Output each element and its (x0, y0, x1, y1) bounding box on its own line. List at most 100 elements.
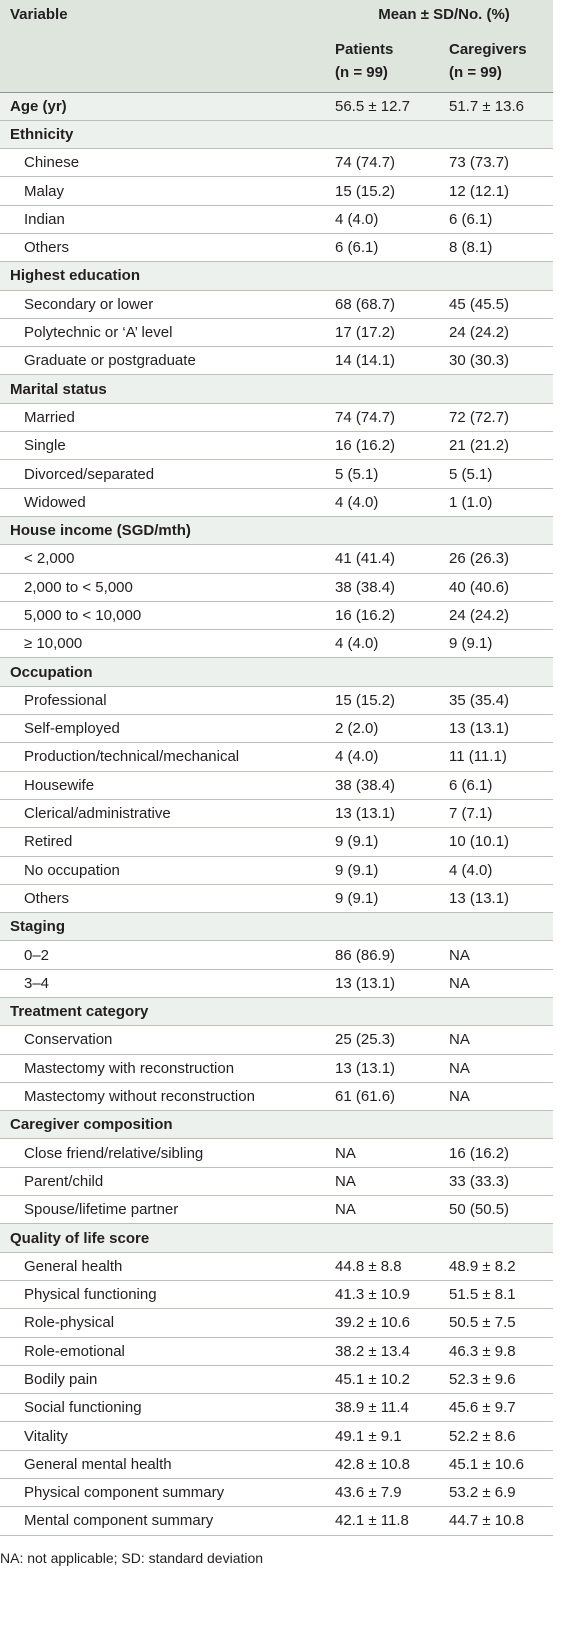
row-label: 0–2 (0, 940, 325, 970)
cell: 11 (11.1) (439, 742, 554, 772)
cell: 42.8 ± 10.8 (325, 1450, 439, 1480)
row-label: Chinese (0, 148, 325, 178)
header-cell: Variable (0, 0, 325, 34)
row-label: Retired (0, 827, 325, 857)
table-row: Others 6 (6.1) 8 (8.1) (0, 233, 554, 263)
cell: 49.1 ± 9.1 (325, 1421, 439, 1451)
table-row: Polytechnic or ‘A’ level 17 (17.2) 24 (24.… (0, 318, 554, 348)
cell: 26 (26.3) (439, 544, 554, 574)
cell (439, 374, 554, 404)
header-cell: Patients (n = 99) (325, 34, 439, 93)
cell: 40 (40.6) (439, 573, 554, 602)
cell: 13 (13.1) (325, 1054, 439, 1083)
row-label: No occupation (0, 856, 325, 885)
cell: 74 (74.7) (325, 403, 439, 433)
cell: 43.6 ± 7.9 (325, 1478, 439, 1508)
section-row: Occupation (0, 657, 554, 687)
table-row: Housewife 38 (38.4) 6 (6.1) (0, 771, 554, 800)
cell: 13 (13.1) (325, 799, 439, 829)
cell: 38.9 ± 11.4 (325, 1393, 439, 1423)
section-row: Caregiver composition (0, 1110, 554, 1140)
cell (325, 120, 439, 150)
row-label: ≥ 10,000 (0, 629, 325, 659)
cell (325, 912, 439, 942)
cell: 41 (41.4) (325, 544, 439, 574)
cell: 6 (6.1) (439, 205, 554, 234)
cell: 51.7 ± 13.6 (439, 92, 554, 121)
cell (439, 516, 554, 546)
row-label: Secondary or lower (0, 290, 325, 319)
section-heading: Ethnicity (0, 120, 325, 150)
row-label: Married (0, 403, 325, 433)
cell: 39.2 ± 10.6 (325, 1308, 439, 1338)
cell: 8 (8.1) (439, 233, 554, 263)
cell: 45.1 ± 10.6 (439, 1450, 554, 1480)
section-heading: Highest education (0, 261, 325, 291)
cell: 44.7 ± 10.8 (439, 1506, 554, 1536)
cell: 2 (2.0) (325, 714, 439, 744)
table-row: No occupation 9 (9.1) 4 (4.0) (0, 856, 554, 885)
cell: 15 (15.2) (325, 176, 439, 206)
row-label: Divorced/separated (0, 459, 325, 489)
section-heading: Age (yr) (0, 92, 325, 121)
header-text: (n = 99) (449, 64, 502, 81)
row-label: Others (0, 884, 325, 914)
header-row: Patients (n = 99) Caregivers (n = 99) (0, 34, 554, 93)
row-label: Role-emotional (0, 1337, 325, 1366)
cell (325, 657, 439, 687)
table-row: Married 74 (74.7) 72 (72.7) (0, 403, 554, 433)
cell: 16 (16.2) (439, 1138, 554, 1168)
section-row: House income (SGD/mth) (0, 516, 554, 546)
row-label: Self-employed (0, 714, 325, 744)
table-row: Bodily pain 45.1 ± 10.2 52.3 ± 9.6 (0, 1365, 554, 1395)
table-row: 0–2 86 (86.9) NA (0, 940, 554, 970)
table-row: Malay 15 (15.2) 12 (12.1) (0, 176, 554, 206)
cell (325, 997, 439, 1027)
header-row: Variable Mean ± SD/No. (%) (0, 0, 554, 34)
table-row: Divorced/separated 5 (5.1) 5 (5.1) (0, 459, 554, 489)
table-row: Chinese 74 (74.7) 73 (73.7) (0, 148, 554, 178)
table-row: Role-emotional 38.2 ± 13.4 46.3 ± 9.8 (0, 1337, 554, 1366)
cell: 52.2 ± 8.6 (439, 1421, 554, 1451)
cell (439, 261, 554, 291)
cell: 9 (9.1) (439, 629, 554, 659)
header-cell (0, 34, 325, 93)
cell: 72 (72.7) (439, 403, 554, 433)
row-label: Role-physical (0, 1308, 325, 1338)
table-row: Professional 15 (15.2) 35 (35.4) (0, 686, 554, 716)
table-row: Role-physical 39.2 ± 10.6 50.5 ± 7.5 (0, 1308, 554, 1338)
cell (439, 912, 554, 942)
table-row: Widowed 4 (4.0) 1 (1.0) (0, 488, 554, 517)
section-row: Age (yr) 56.5 ± 12.7 51.7 ± 13.6 (0, 92, 554, 121)
cell: 46.3 ± 9.8 (439, 1337, 554, 1366)
cell: 50 (50.5) (439, 1195, 554, 1225)
cell: 5 (5.1) (439, 459, 554, 489)
row-label: < 2,000 (0, 544, 325, 574)
table-row: Mental component summary 42.1 ± 11.8 44.7 … (0, 1506, 554, 1536)
section-heading: Staging (0, 912, 325, 942)
data-table: Variable Mean ± SD/No. (%) Patients (n = … (0, 0, 554, 1536)
row-label: Bodily pain (0, 1365, 325, 1395)
row-label: Housewife (0, 771, 325, 800)
cell: 74 (74.7) (325, 148, 439, 178)
cell: 53.2 ± 6.9 (439, 1478, 554, 1508)
cell: 61 (61.6) (325, 1082, 439, 1112)
cell: 17 (17.2) (325, 318, 439, 348)
table-row: Self-employed 2 (2.0) 13 (13.1) (0, 714, 554, 744)
cell: 16 (16.2) (325, 601, 439, 631)
cell: 1 (1.0) (439, 488, 554, 517)
table-row: Retired 9 (9.1) 10 (10.1) (0, 827, 554, 857)
table-row: Conservation 25 (25.3) NA (0, 1025, 554, 1055)
cell: 9 (9.1) (325, 884, 439, 914)
cell: 12 (12.1) (439, 176, 554, 206)
cell: 73 (73.7) (439, 148, 554, 178)
header-text: (n = 99) (335, 64, 388, 81)
cell (439, 997, 554, 1027)
cell: 33 (33.3) (439, 1167, 554, 1197)
table-row: General mental health 42.8 ± 10.8 45.1 ± 1… (0, 1450, 554, 1480)
cell: 4 (4.0) (439, 856, 554, 885)
cell: NA (439, 1054, 554, 1083)
table-row: General health 44.8 ± 8.8 48.9 ± 8.2 (0, 1252, 554, 1281)
cell: 6 (6.1) (439, 771, 554, 800)
row-label: 2,000 to < 5,000 (0, 573, 325, 602)
